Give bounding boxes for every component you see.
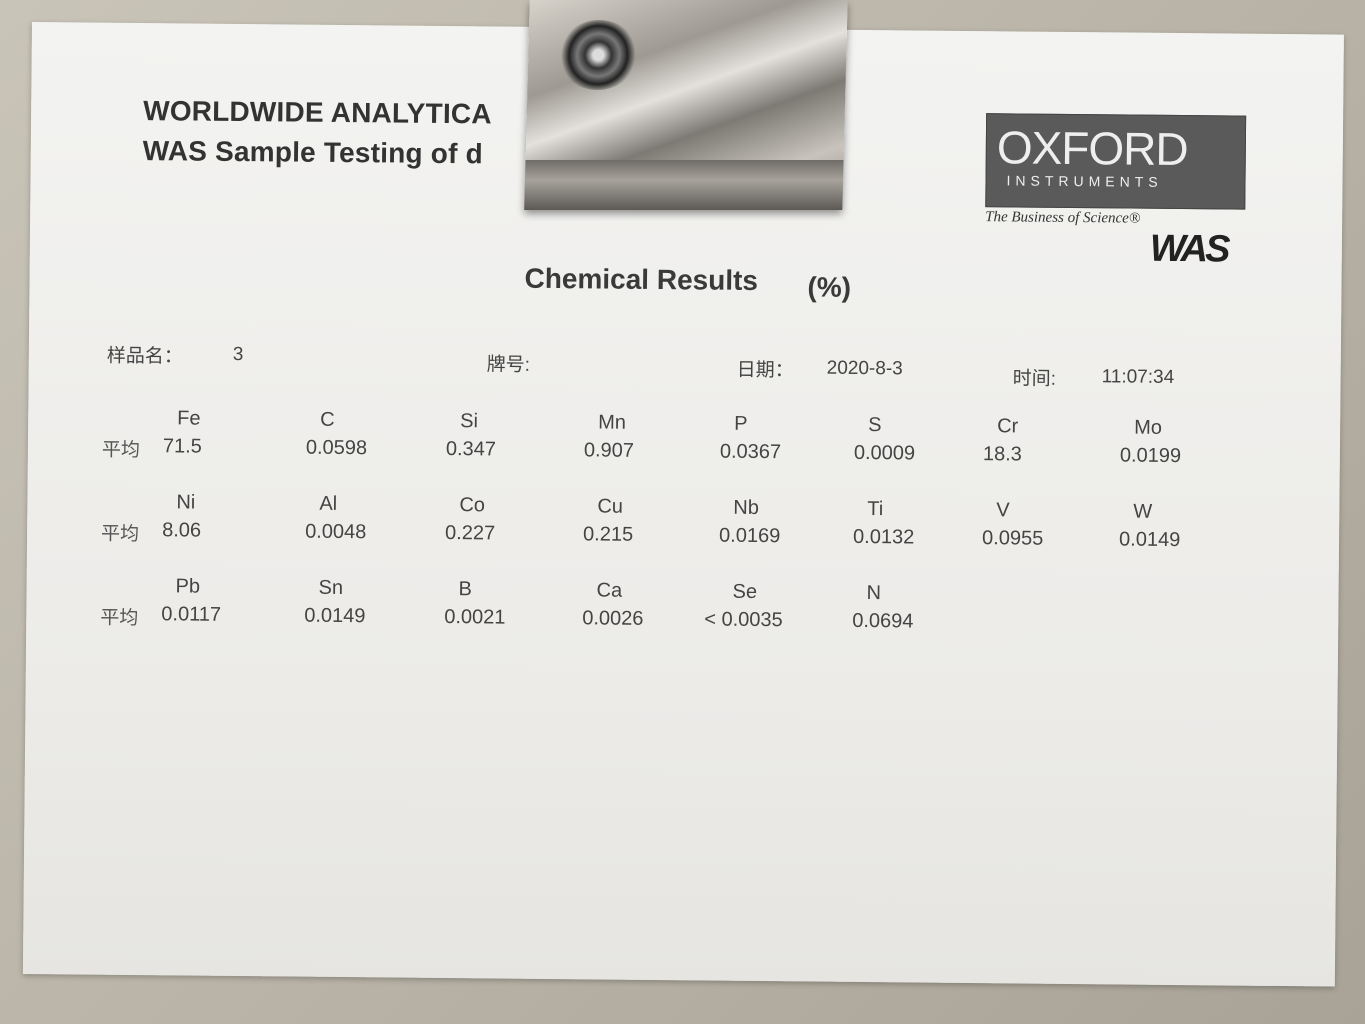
unit-label: (%): [807, 271, 852, 303]
grade-label: 牌号:: [486, 354, 531, 376]
header-line-1: WORLDWIDE ANALYTICA: [143, 95, 492, 130]
header-line-2: WAS Sample Testing of d: [142, 135, 484, 170]
element-value: 0.0048: [305, 520, 367, 544]
metal-sample-block: [524, 0, 848, 210]
element-value: 0.0026: [582, 607, 644, 630]
element-symbol: Pb: [175, 575, 201, 598]
element-value: 71.5: [162, 435, 202, 458]
element-symbol: Se: [732, 580, 758, 603]
element-symbol: Cu: [597, 495, 624, 518]
element-value: 0.215: [583, 523, 634, 546]
element-symbol: Ca: [596, 579, 623, 602]
element-value: 0.347: [445, 437, 497, 461]
element-symbol: P: [734, 412, 748, 435]
element-value: 0.0367: [719, 440, 782, 464]
element-value: 0.0694: [852, 609, 914, 633]
sample-value: 3: [232, 343, 244, 366]
element-symbol: Nb: [733, 496, 760, 519]
element-value: 0.907: [583, 439, 635, 462]
time-value: 11:07:34: [1101, 366, 1175, 388]
date-value: 2020-8-3: [826, 357, 903, 380]
element-value: 0.0598: [305, 436, 368, 460]
element-symbol: V: [996, 499, 1010, 522]
element-value: 0.0149: [304, 604, 366, 628]
element-symbol: B: [458, 578, 473, 601]
element-symbol: Sn: [318, 576, 344, 600]
element-value: 0.0117: [161, 603, 222, 626]
element-value: 8.06: [162, 519, 202, 542]
oxford-instruments-logo: OXFORD INSTRUMENTS: [985, 113, 1247, 210]
element-symbol: C: [320, 408, 335, 431]
spark-burn-mark: [557, 20, 640, 90]
date-label: 日期：: [736, 359, 794, 382]
element-value: 0.0149: [1118, 528, 1181, 552]
time-label: 时间:: [1012, 368, 1056, 390]
element-symbol: W: [1133, 500, 1153, 523]
element-symbol: Mn: [598, 411, 627, 434]
element-symbol: Ti: [867, 498, 884, 521]
element-symbol: Co: [459, 494, 486, 517]
element-value: 0.0169: [718, 524, 781, 548]
page-title: Chemical Results: [524, 262, 759, 296]
element-value: 0.0132: [852, 525, 915, 549]
element-symbol: Cr: [997, 415, 1019, 438]
average-label: 平均: [101, 439, 141, 462]
element-symbol: S: [868, 414, 882, 437]
element-symbol: Ni: [176, 491, 196, 514]
average-label: 平均: [100, 523, 140, 546]
element-symbol: Al: [319, 492, 338, 515]
element-value: 0.227: [445, 521, 496, 545]
was-logo: WAS: [1149, 227, 1228, 271]
element-value: 18.3: [982, 443, 1022, 466]
average-label: 平均: [100, 607, 139, 630]
element-value: 0.0955: [981, 527, 1044, 550]
sample-label: 样品名：: [106, 345, 183, 368]
element-symbol: N: [866, 582, 882, 605]
logo-tagline: The Business of Science®: [985, 209, 1141, 227]
element-value: 0.0199: [1119, 444, 1182, 468]
element-symbol: Fe: [177, 407, 201, 430]
element-value: 0.0009: [853, 441, 916, 465]
element-value: < 0.0035: [704, 608, 783, 632]
element-value: 0.0021: [444, 605, 506, 629]
element-symbol: Si: [460, 410, 479, 433]
element-symbol: Mo: [1134, 416, 1163, 439]
